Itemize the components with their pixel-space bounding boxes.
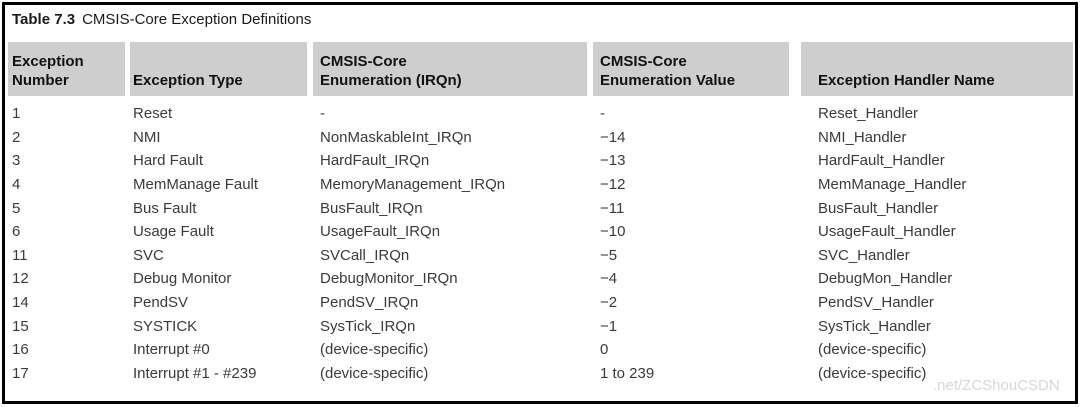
cell-enumeration: PendSV_IRQn xyxy=(320,294,419,312)
table-title-number: Table 7.3 xyxy=(12,11,76,28)
table-row: 11 SVC SVCall_IRQn −5 SVC_Handler xyxy=(8,244,1073,268)
table-row: 16 Interrupt #0 (device-specific) 0 (device-… xyxy=(8,338,1073,362)
table-row: 1 Reset - - Reset_Handler xyxy=(8,102,1073,126)
cell-enumeration: DebugMonitor_IRQn xyxy=(320,270,458,288)
column-header-line: CMSIS-Core xyxy=(320,53,407,70)
table-row: 17 Interrupt #1 - #239 (device-specific) 1 … xyxy=(8,362,1073,386)
cell-number: 5 xyxy=(12,199,21,217)
cell-number: 3 xyxy=(12,152,21,170)
cell-type: SVC xyxy=(133,246,164,264)
cell-enumeration: UsageFault_IRQn xyxy=(320,223,441,241)
cell-number: 2 xyxy=(12,128,21,146)
cell-enumeration: SysTick_IRQn xyxy=(320,317,416,335)
cell-value: −12 xyxy=(600,176,626,194)
cell-type: Hard Fault xyxy=(133,152,204,170)
cell-handler: SVC_Handler xyxy=(818,246,910,264)
table-row: 3 Hard Fault HardFault_IRQn −13 HardFault_Ha… xyxy=(8,149,1073,173)
cell-type: Interrupt #0 xyxy=(133,341,210,359)
cell-number: 17 xyxy=(12,364,29,382)
cell-enumeration: HardFault_IRQn xyxy=(320,152,430,170)
table-row: 15 SYSTICK SysTick_IRQn −1 SysTick_Handler xyxy=(8,314,1073,338)
cell-handler: UsageFault_Handler xyxy=(818,223,956,241)
cell-handler: HardFault_Handler xyxy=(818,152,945,170)
table-row: 2 NMI NonMaskableInt_IRQn −14 NMI_Handler xyxy=(8,126,1073,150)
cell-handler: (device-specific) xyxy=(818,364,927,382)
cell-handler: DebugMon_Handler xyxy=(818,270,953,288)
cell-type: NMI xyxy=(133,128,161,146)
table-row: 14 PendSV PendSV_IRQn −2 PendSV_Handler xyxy=(8,291,1073,315)
table-row: 12 Debug Monitor DebugMonitor_IRQn −4 DebugM… xyxy=(8,267,1073,291)
cell-number: 11 xyxy=(12,246,28,264)
cell-number: 12 xyxy=(12,270,29,288)
cell-enumeration: - xyxy=(320,105,325,123)
column-header-line: Enumeration Value xyxy=(600,72,736,89)
cell-type: Debug Monitor xyxy=(133,270,232,288)
cell-handler: Reset_Handler xyxy=(818,105,919,123)
column-header-line: Exception Handler Name xyxy=(818,72,995,89)
column-header-exception-number: Exception Number xyxy=(8,42,125,96)
cell-enumeration: NonMaskableInt_IRQn xyxy=(320,128,472,146)
cell-number: 1 xyxy=(12,105,21,123)
cell-value: −10 xyxy=(600,223,626,241)
column-header-line: Exception Type xyxy=(133,72,243,89)
cell-enumeration: MemoryManagement_IRQn xyxy=(320,176,506,194)
table-title: Table 7.3 CMSIS-Core Exception Definition… xyxy=(12,11,311,28)
cell-type: Reset xyxy=(133,105,173,123)
cell-value: −2 xyxy=(600,294,618,312)
column-header-line: Number xyxy=(12,72,69,89)
cell-value: - xyxy=(600,105,605,123)
cell-enumeration: SVCall_IRQn xyxy=(320,246,410,264)
column-header-line: Enumeration (IRQn) xyxy=(320,72,462,89)
cell-value: 0 xyxy=(600,341,609,359)
cell-value: −14 xyxy=(600,128,626,146)
cell-value: 1 to 239 xyxy=(600,364,655,382)
cell-value: −11 xyxy=(600,199,625,217)
column-header-exception-type: Exception Type xyxy=(130,42,307,96)
cell-handler: PendSV_Handler xyxy=(818,294,934,312)
column-header-line: CMSIS-Core xyxy=(600,53,687,70)
cell-handler: (device-specific) xyxy=(818,341,927,359)
table-row: 4 MemManage Fault MemoryManagement_IRQn −12… xyxy=(8,173,1073,197)
cell-enumeration: BusFault_IRQn xyxy=(320,199,423,217)
watermark-text: .net/ZCShouCSDN xyxy=(933,377,1060,394)
cell-enumeration: (device-specific) xyxy=(320,364,429,382)
column-header-line: Exception xyxy=(12,53,84,70)
cell-value: −5 xyxy=(600,246,618,264)
cell-type: SYSTICK xyxy=(133,317,198,335)
column-header-enumeration-irqn: CMSIS-Core Enumeration (IRQn) xyxy=(313,42,587,96)
cell-value: −13 xyxy=(600,152,626,170)
column-header-exception-handler-name: Exception Handler Name xyxy=(801,42,1073,96)
cell-handler: SysTick_Handler xyxy=(818,317,931,335)
cell-handler: NMI_Handler xyxy=(818,128,907,146)
table-row: 5 Bus Fault BusFault_IRQn −11 BusFault_Handl… xyxy=(8,196,1073,220)
cell-number: 16 xyxy=(12,341,29,359)
table-header-row: Exception Number Exception Type CMSIS-Co… xyxy=(8,42,1073,96)
cell-type: PendSV xyxy=(133,294,189,312)
cell-handler: MemManage_Handler xyxy=(818,176,967,194)
cell-type: Usage Fault xyxy=(133,223,214,241)
cell-number: 4 xyxy=(12,176,21,194)
cell-type: Interrupt #1 - #239 xyxy=(133,364,257,382)
cell-value: −1 xyxy=(600,317,618,335)
table-title-caption: CMSIS-Core Exception Definitions xyxy=(82,11,312,28)
cell-type: Bus Fault xyxy=(133,199,197,217)
cell-enumeration: (device-specific) xyxy=(320,341,429,359)
cell-number: 15 xyxy=(12,317,29,335)
cell-handler: BusFault_Handler xyxy=(818,199,939,217)
cell-number: 6 xyxy=(12,223,21,241)
cell-value: −4 xyxy=(600,270,618,288)
table-body: 1 Reset - - Reset_Handler 2 NMI NonMaskableInt_… xyxy=(8,102,1073,385)
cell-type: MemManage Fault xyxy=(133,176,259,194)
cell-number: 14 xyxy=(12,294,29,312)
column-header-enumeration-value: CMSIS-Core Enumeration Value xyxy=(593,42,789,96)
table-row: 6 Usage Fault UsageFault_IRQn −10 UsageFault… xyxy=(8,220,1073,244)
